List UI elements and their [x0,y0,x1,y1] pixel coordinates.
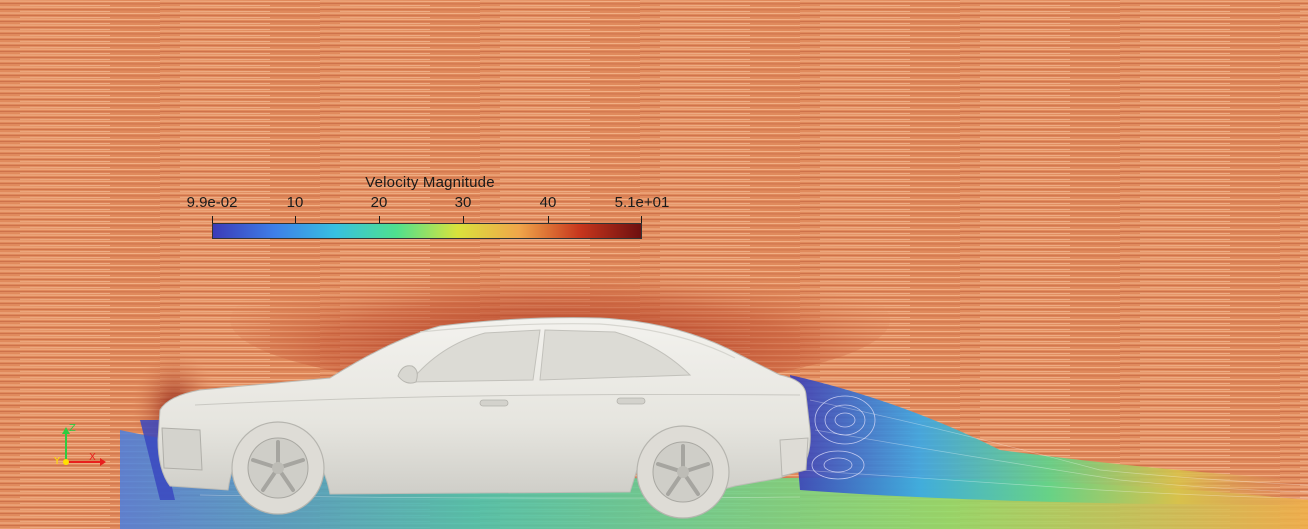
colorbar-tick-label: 5.1e+01 [614,194,670,211]
colorbar-tick-label: 30 [454,194,472,211]
rear-wheel [636,425,730,519]
y-axis-label: Y [54,456,61,467]
x-axis-label: X [89,452,96,463]
front-grille [161,427,203,471]
colorbar-tick-label: 20 [370,194,388,211]
door-handle-rear [616,397,646,405]
rear-wake-region [790,375,1308,505]
y-axis-marker [63,459,69,465]
car-model[interactable] [157,317,811,519]
z-axis-label: Z [69,423,76,434]
car-roof-line [419,323,736,359]
orientation-axes [62,427,106,466]
colorbar-title: Velocity Magnitude [365,174,495,191]
side-mirror [397,365,418,384]
colorbar-tick-mark [212,216,213,226]
wake-vortices [811,395,876,480]
side-window-front [408,329,541,383]
wake-streaks [199,399,1308,499]
ground-boundary-flow [120,430,1308,529]
door-handle-front [479,399,509,407]
character-line [194,393,801,406]
colorbar-tick-mark [463,216,464,226]
side-window-rear [539,329,692,381]
x-axis-arrow [100,458,106,466]
colorbar-tick-mark [379,216,380,226]
front-wheel [231,421,325,515]
colorbar [212,223,642,239]
z-axis-arrow [62,427,70,434]
colorbar-tick-mark [548,216,549,226]
rear-bumper [779,437,809,477]
colorbar-tick-label: 9.9e-02 [186,194,238,211]
colorbar-tick-label: 40 [539,194,557,211]
colorbar-tick-label: 10 [286,194,304,211]
colorbar-tick-mark [295,216,296,226]
colorbar-tick-mark [641,216,642,226]
